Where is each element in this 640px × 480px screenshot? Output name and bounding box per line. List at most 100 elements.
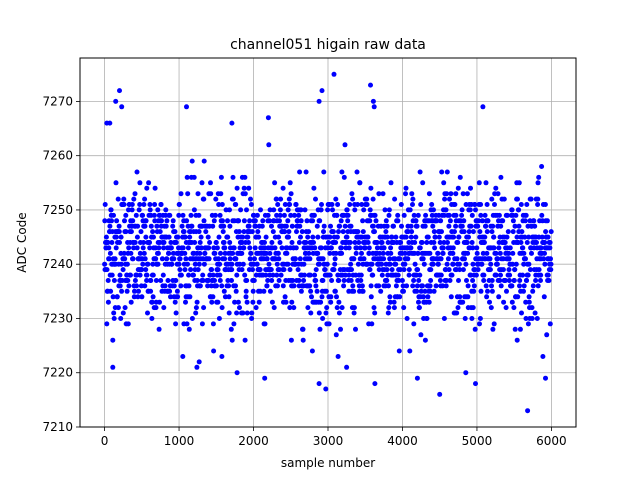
data-point [285,207,291,213]
data-point [348,278,354,283]
data-point [253,223,259,229]
data-point [411,212,417,218]
x-tick-label: 4000 [387,434,418,448]
data-point [191,174,197,180]
data-point [151,212,157,218]
data-point [417,245,423,251]
data-point [128,250,134,256]
data-point [185,261,190,267]
data-point [216,202,222,207]
data-point [270,272,276,278]
data-point [282,229,288,235]
data-point [543,229,549,235]
data-point [529,316,535,321]
data-point [401,305,407,311]
data-point [210,294,216,300]
data-point [225,234,231,240]
data-point [201,261,207,267]
data-point [435,261,441,267]
data-point [477,321,482,327]
data-point [430,261,436,267]
data-point [161,305,167,311]
data-point [164,256,170,262]
data-point [267,250,273,256]
data-point [201,218,207,224]
data-point [209,267,215,273]
data-point [215,267,221,273]
data-point [105,299,111,305]
data-point [320,278,326,283]
data-point [506,278,512,283]
outlier-point [370,98,376,104]
x-tick-label: 0 [101,434,109,448]
data-point [467,207,473,213]
data-point [432,245,438,251]
data-point [489,278,495,283]
data-point [132,191,138,197]
data-point [450,250,456,256]
data-point [510,261,515,267]
data-point [484,202,490,207]
data-point [483,180,489,186]
data-point [159,256,165,262]
data-point [527,267,533,273]
y-tick-label: 7250 [42,203,73,217]
data-point [230,174,236,180]
outlier-point [113,98,119,104]
data-point [393,261,399,267]
data-point [311,240,316,245]
data-point [384,234,390,240]
data-point [525,272,531,278]
data-point [388,180,394,186]
data-point [287,202,293,207]
data-point [504,288,509,294]
data-point [217,212,223,218]
data-point [453,212,459,218]
data-point [466,234,471,240]
outlier-point [372,381,378,387]
data-point [348,223,354,229]
data-point [229,278,234,283]
data-point [176,212,182,218]
data-point [220,229,226,235]
data-point [103,234,109,240]
data-point [276,278,282,283]
data-point [238,207,244,213]
data-point [538,278,543,283]
data-point [233,202,239,207]
data-point [313,283,319,289]
data-point [523,212,529,218]
data-point [461,218,467,224]
data-point [347,202,353,207]
data-point [144,278,150,283]
data-point [497,250,503,256]
data-point [409,191,415,197]
data-point [187,234,193,240]
data-point [161,245,167,251]
data-point [102,202,108,207]
data-point [502,240,508,245]
data-point [276,234,282,240]
data-point [308,288,314,294]
data-point [123,212,129,218]
data-point [245,234,251,240]
data-point [438,256,444,262]
data-point [528,196,534,202]
data-point [498,223,504,229]
data-point [180,245,186,251]
data-point [221,240,227,245]
outlier-point [194,364,200,370]
data-point [505,229,511,235]
data-point [109,240,115,245]
data-point [139,294,145,300]
data-point [360,218,366,224]
data-point [450,245,456,251]
data-point [403,191,408,197]
data-point [510,250,516,256]
data-point [321,229,326,235]
data-point [337,223,343,229]
data-point [509,299,515,305]
data-point [148,278,154,283]
data-point [320,256,326,262]
data-point [173,310,179,316]
